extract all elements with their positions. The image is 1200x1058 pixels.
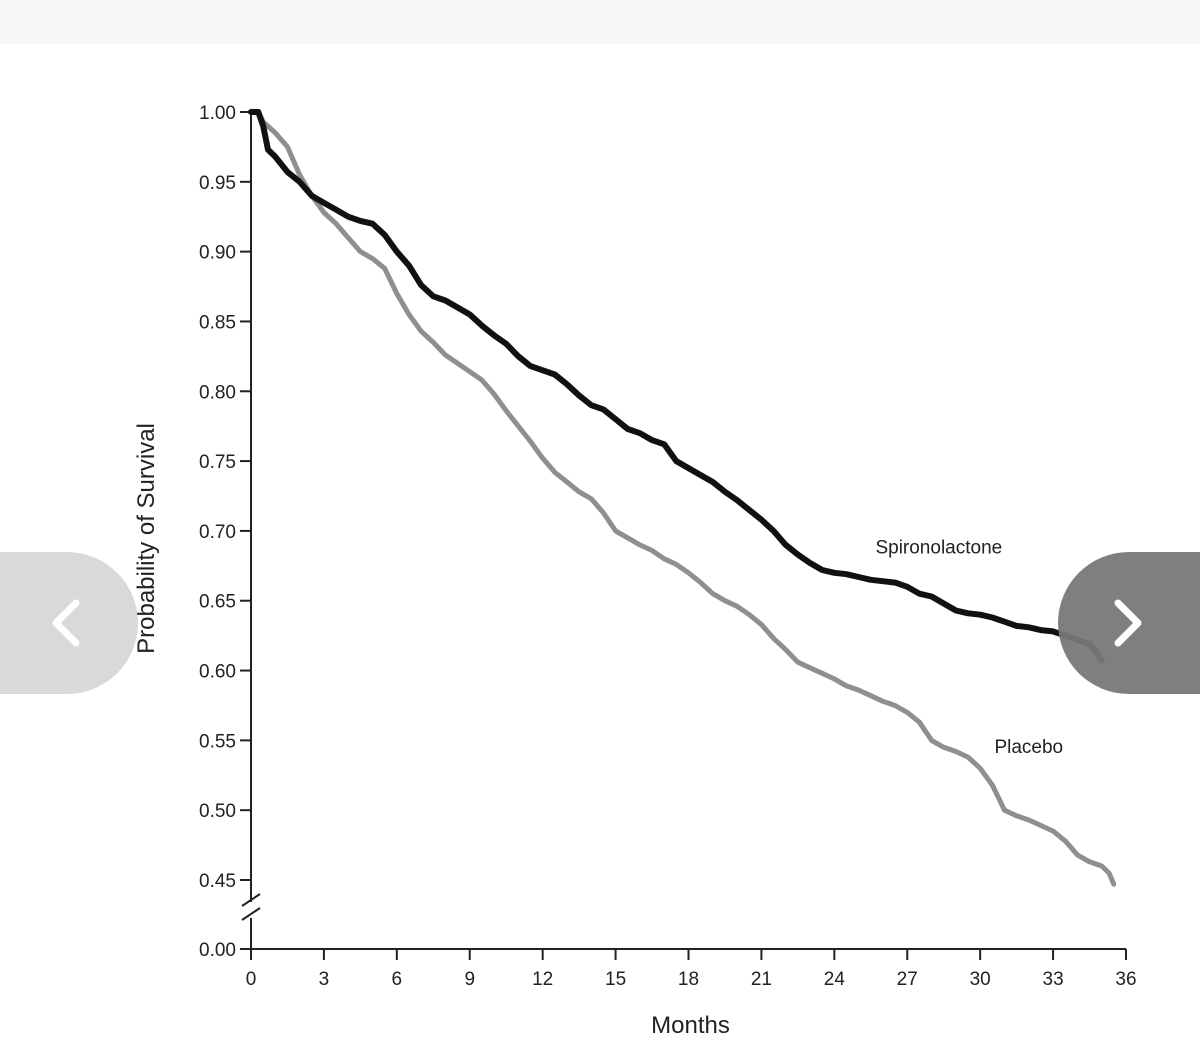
x-tick-label: 3 <box>319 969 330 990</box>
x-tick-label: 36 <box>1115 969 1136 990</box>
x-tick-label: 0 <box>246 969 257 990</box>
y-tick-label: 0.95 <box>199 173 236 194</box>
x-tick-label: 27 <box>897 969 918 990</box>
y-tick-label: 0.75 <box>199 452 236 473</box>
series-line-spironolactone <box>248 109 1105 664</box>
x-tick-label: 6 <box>392 969 403 990</box>
top-bar <box>0 0 1200 44</box>
y-axis-break-mark <box>241 907 261 921</box>
x-tick-label: 30 <box>970 969 991 990</box>
y-tick-label: 1.00 <box>199 103 236 124</box>
next-image-button[interactable] <box>1058 552 1200 694</box>
x-tick-label: 12 <box>532 969 553 990</box>
chart-ticks: 1.00 0.95 0.90 0.85 0.80 0.75 0.70 0.65 0.60 0.55… <box>199 103 1137 990</box>
y-tick-label: 0.50 <box>199 801 236 822</box>
x-tick-label: 33 <box>1043 969 1064 990</box>
y-tick-label: 0.00 <box>199 940 236 961</box>
series-line-placebo <box>248 109 1117 887</box>
y-tick-label: 0.85 <box>199 312 236 333</box>
series-label-placebo: Placebo <box>994 737 1063 758</box>
y-tick-label: 0.55 <box>199 731 236 752</box>
y-tick-label: 0.70 <box>199 522 236 543</box>
x-axis-title: Months <box>651 1012 730 1039</box>
x-tick-label: 24 <box>824 969 846 990</box>
x-tick-label: 9 <box>464 969 475 990</box>
y-tick-label: 0.80 <box>199 382 236 403</box>
chevron-right-icon <box>1114 599 1142 647</box>
previous-image-button[interactable] <box>0 552 138 694</box>
chart-series <box>248 109 1117 887</box>
chevron-left-icon <box>52 599 80 647</box>
chart-axes <box>241 112 1126 950</box>
x-tick-label: 21 <box>751 969 772 990</box>
y-tick-label: 0.65 <box>199 592 236 613</box>
y-tick-label: 0.45 <box>199 871 236 892</box>
y-tick-label: 0.60 <box>199 662 236 683</box>
y-tick-label: 0.90 <box>199 243 236 264</box>
x-tick-label: 15 <box>605 969 626 990</box>
x-tick-label: 18 <box>678 969 699 990</box>
y-axis-break-mark <box>241 893 261 907</box>
series-label-spironolactone: Spironolactone <box>875 537 1002 558</box>
